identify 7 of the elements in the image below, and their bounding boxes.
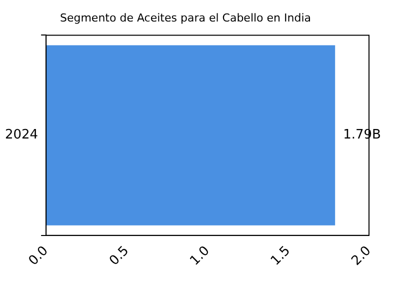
x-tick-label: 0.5 xyxy=(106,243,132,269)
x-tick-label: 0.0 xyxy=(26,243,52,269)
x-tick-label: 2.0 xyxy=(348,243,374,269)
x-tick-label: 1.0 xyxy=(188,243,213,269)
chart-title: Segmento de Aceites para el Cabello en India xyxy=(60,11,312,24)
x-tick-label: 1.5 xyxy=(268,243,294,269)
y-tick-label: 2024 xyxy=(4,128,38,143)
